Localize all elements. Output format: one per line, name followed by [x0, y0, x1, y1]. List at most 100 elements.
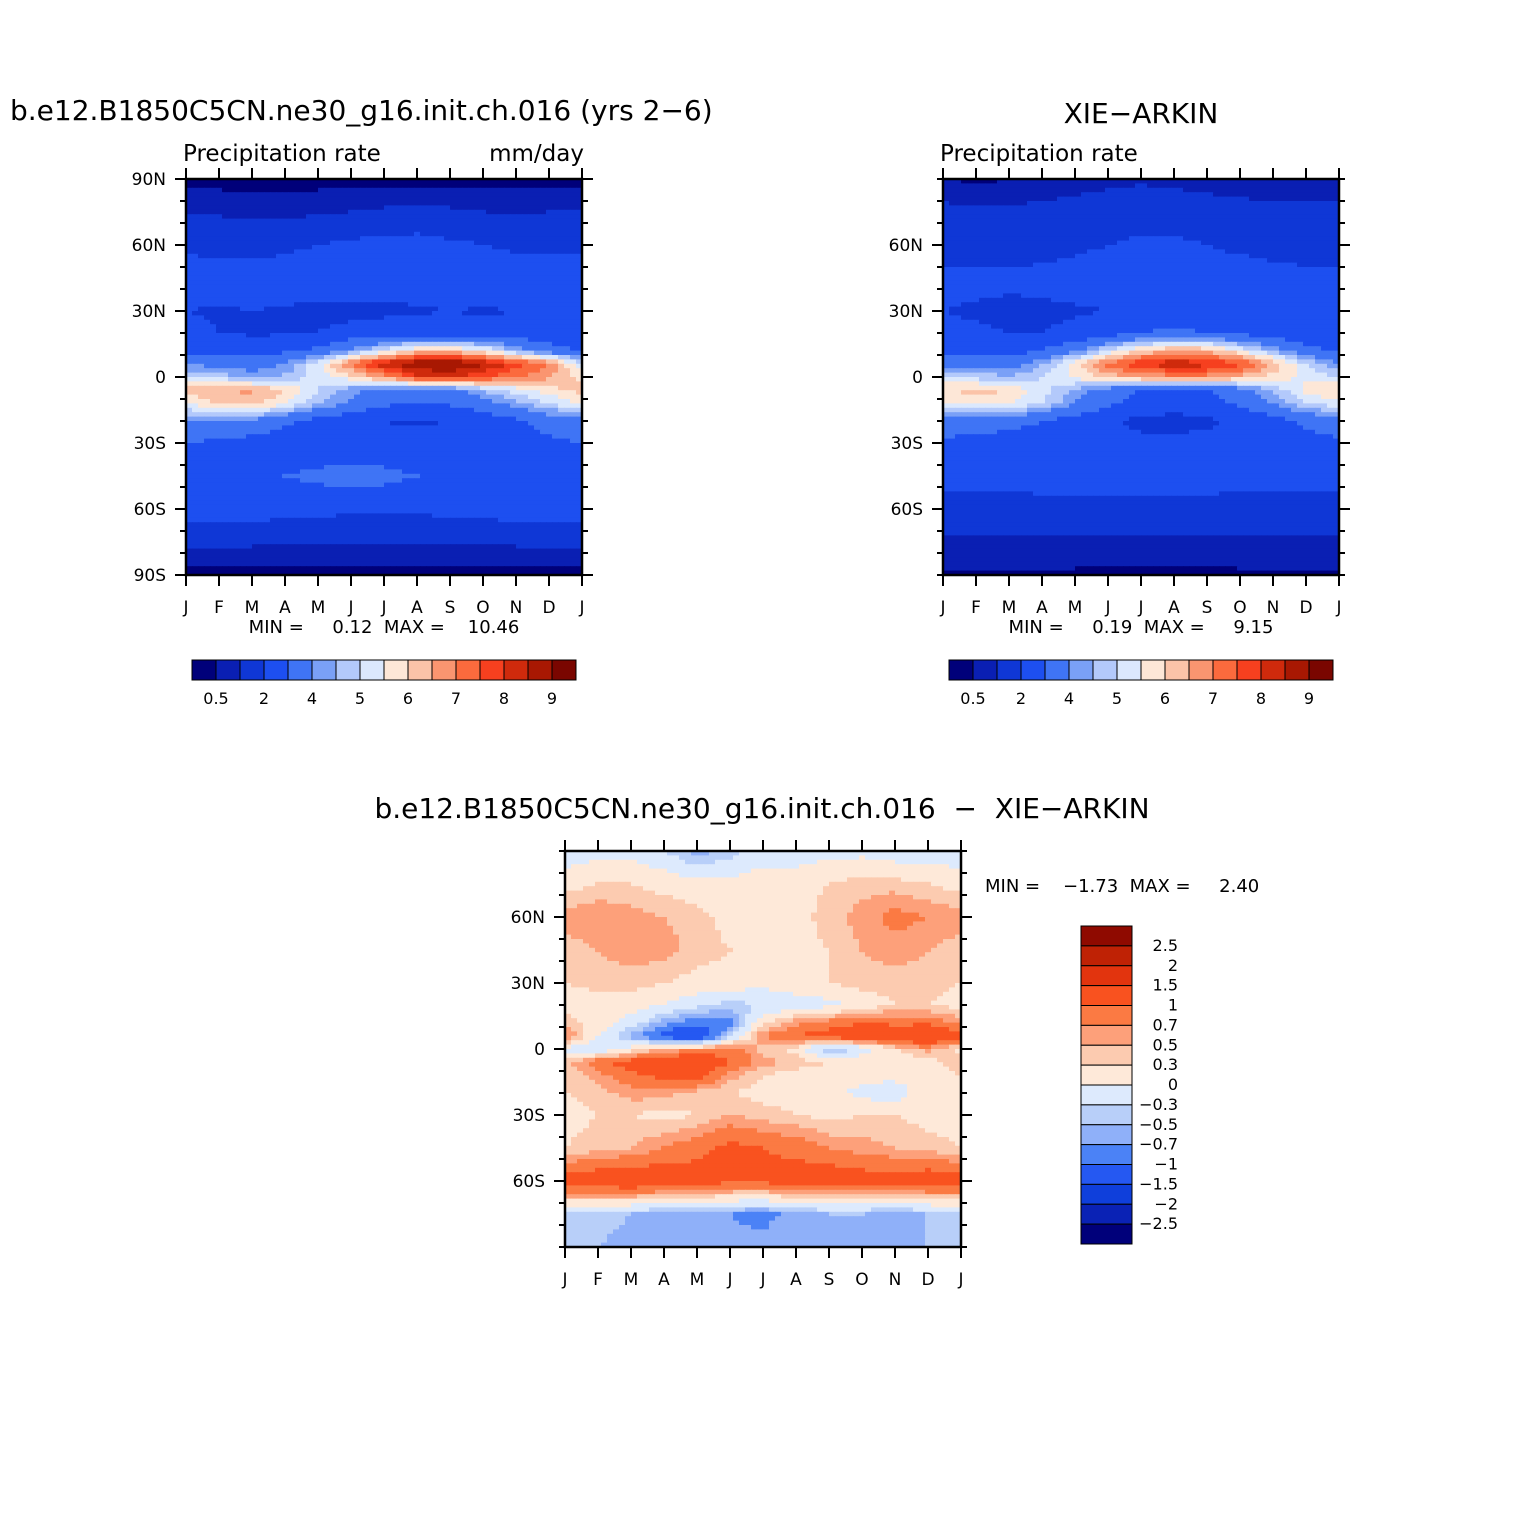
heatmap-cell [270, 399, 277, 404]
heatmap-cell [330, 425, 337, 431]
heatmap-cell [234, 500, 241, 506]
heatmap-cell [576, 504, 583, 510]
heatmap-cell [396, 306, 403, 312]
heatmap-cell [552, 240, 559, 246]
heatmap-cell [486, 192, 493, 198]
heatmap-cell [492, 253, 499, 259]
heatmap-cell [378, 478, 385, 484]
heatmap-cell [570, 302, 577, 308]
heatmap-cell [468, 407, 475, 413]
heatmap-cell [546, 319, 553, 325]
heatmap-cell [324, 258, 331, 264]
heatmap-cell [486, 253, 493, 259]
heatmap-cell [372, 187, 379, 193]
heatmap-cell [420, 231, 427, 237]
heatmap-cell [240, 491, 247, 497]
heatmap-cell [312, 407, 319, 413]
heatmap-cell [474, 293, 481, 299]
heatmap-cell [522, 381, 529, 387]
heatmap-cell [324, 456, 331, 462]
heatmap-cell [552, 333, 559, 338]
heatmap-cell [312, 227, 319, 233]
heatmap-cell [570, 460, 577, 466]
heatmap-cell [480, 377, 487, 382]
heatmap-cell [462, 377, 469, 382]
heatmap-cell [228, 302, 235, 308]
heatmap-cell [462, 451, 469, 457]
heatmap-cell [414, 407, 421, 413]
heatmap-cell [576, 491, 583, 497]
heatmap-cell [480, 275, 487, 281]
heatmap-cell [222, 328, 229, 334]
heatmap-cell [438, 293, 445, 299]
heatmap-cell [360, 328, 367, 334]
heatmap-cell [384, 355, 391, 360]
heatmap-cell [342, 218, 349, 224]
heatmap-cell [264, 223, 271, 228]
heatmap-cell [234, 355, 241, 360]
heatmap-cell [246, 363, 253, 369]
heatmap-cell [498, 346, 505, 352]
heatmap-cell [186, 337, 193, 343]
heatmap-cell [360, 460, 367, 466]
heatmap-cell [300, 355, 307, 360]
heatmap-cell [192, 311, 199, 316]
heatmap-cell [288, 421, 295, 426]
heatmap-cell [222, 438, 229, 444]
heatmap-cell [252, 214, 259, 220]
heatmap-cell [372, 253, 379, 259]
heatmap-cell [186, 302, 193, 308]
heatmap-cell [396, 187, 403, 193]
heatmap-cell [276, 469, 283, 475]
heatmap-cell [336, 465, 343, 470]
heatmap-cell [576, 385, 583, 391]
heatmap-cell [576, 451, 583, 457]
heatmap-cell [276, 267, 283, 272]
heatmap-cell [342, 412, 349, 418]
heatmap-cell [318, 209, 325, 215]
heatmap-cell [504, 403, 511, 409]
heatmap-cell [408, 394, 415, 400]
heatmap-cell [354, 372, 361, 378]
heatmap-cell [432, 394, 439, 400]
heatmap-cell [474, 363, 481, 369]
heatmap-cell [396, 434, 403, 440]
heatmap-cell [396, 240, 403, 246]
heatmap-cell [528, 258, 535, 264]
heatmap-cell [318, 297, 325, 303]
heatmap-cell [318, 429, 325, 435]
heatmap-cell [354, 429, 361, 435]
heatmap-cell [414, 236, 421, 242]
heatmap-cell [264, 456, 271, 462]
heatmap-cell [468, 438, 475, 444]
heatmap-cell [564, 438, 571, 444]
heatmap-cell [360, 359, 367, 365]
heatmap-cell [576, 311, 583, 316]
heatmap-cell [426, 245, 433, 250]
heatmap-cell [330, 306, 337, 312]
heatmap-cell [492, 394, 499, 400]
heatmap-cell [372, 377, 379, 382]
heatmap-cell [528, 504, 535, 510]
heatmap-cell [378, 500, 385, 506]
heatmap-cell [534, 390, 541, 396]
heatmap-cell [510, 491, 517, 497]
heatmap-cell [420, 223, 427, 228]
heatmap-cell [474, 438, 481, 444]
heatmap-cell [372, 280, 379, 286]
heatmap-cell [522, 460, 529, 466]
heatmap-cell [438, 302, 445, 308]
heatmap-cell [228, 403, 235, 409]
heatmap-cell [312, 350, 319, 356]
heatmap-cell [198, 377, 205, 382]
heatmap-cell [240, 275, 247, 281]
heatmap-cell [258, 394, 265, 400]
heatmap-cell [354, 478, 361, 484]
heatmap-cell [474, 245, 481, 250]
heatmap-cell [228, 231, 235, 237]
heatmap-cell [498, 363, 505, 369]
heatmap-cell [402, 421, 409, 426]
heatmap-cell [570, 311, 577, 316]
heatmap-cell [474, 196, 481, 202]
heatmap-cell [306, 179, 313, 184]
